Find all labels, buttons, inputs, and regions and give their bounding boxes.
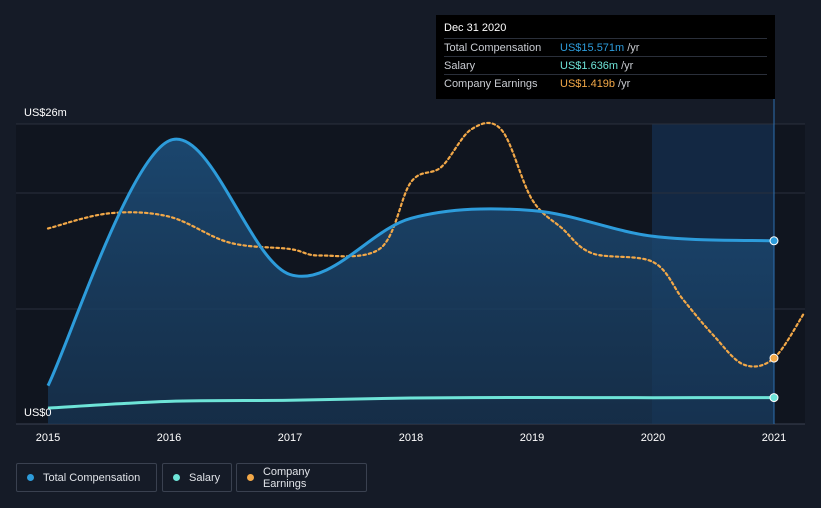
x-tick-label: 2015 [36, 432, 60, 444]
x-tick-label: 2017 [278, 432, 302, 444]
x-tick-label: 2019 [520, 432, 544, 444]
y-axis-bottom-label: US$0 [24, 407, 52, 419]
end-markers [769, 236, 779, 403]
legend-dot-icon [173, 474, 180, 481]
x-tick-label: 2021 [762, 432, 786, 444]
legend-salary[interactable]: Salary [162, 463, 232, 492]
x-tick-label: 2018 [399, 432, 423, 444]
y-axis-top-label: US$26m [24, 107, 67, 119]
x-tick-label: 2020 [641, 432, 665, 444]
legend-total-compensation[interactable]: Total Compensation [16, 463, 157, 492]
total-compensation-line [46, 137, 775, 387]
tooltip-value: US$15.571m [560, 41, 625, 54]
company-earnings-marker [769, 353, 779, 363]
x-axis: 2015 2016 2017 2018 2019 2020 2021 [36, 432, 786, 444]
legend-label: Company Earnings [262, 465, 311, 490]
tooltip-label: Salary [444, 59, 476, 72]
legend-dot-icon [27, 474, 34, 481]
company-earnings-line [46, 121, 806, 368]
tooltip: Dec 31 2020 Total Compensation US$15.571… [436, 15, 775, 99]
legend-label: Total Compensation [43, 471, 141, 484]
salary-line [47, 395, 775, 410]
tooltip-label: Company Earnings [444, 77, 538, 90]
tooltip-unit: /yr [621, 59, 634, 72]
x-tick-label: 2016 [157, 432, 181, 444]
tooltip-value: US$1.636m [560, 59, 619, 72]
legend-label: Salary [189, 471, 221, 484]
tooltip-row-total-compensation: Total Compensation US$15.571m /yr [444, 38, 767, 56]
tooltip-row-salary: Salary US$1.636m /yr [444, 56, 767, 74]
tooltip-label: Total Compensation [444, 41, 542, 54]
legend-dot-icon [247, 474, 254, 481]
salary-marker [769, 393, 779, 403]
tooltip-value: US$1.419b [560, 77, 616, 90]
total-compensation-area [48, 139, 774, 424]
tooltip-unit: /yr [618, 77, 631, 90]
legend-company-earnings[interactable]: Company Earnings [236, 463, 367, 492]
tooltip-row-company-earnings: Company Earnings US$1.419b /yr [444, 74, 767, 92]
total-compensation-marker [769, 236, 779, 246]
tooltip-date: Dec 31 2020 [444, 22, 507, 34]
tooltip-unit: /yr [627, 41, 640, 54]
